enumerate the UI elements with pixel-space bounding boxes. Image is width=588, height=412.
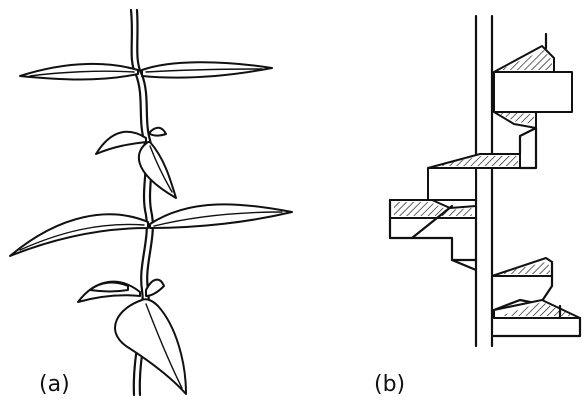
staircase-drawing bbox=[388, 14, 582, 348]
leaf-bottom-left-small bbox=[89, 281, 129, 293]
step-5 bbox=[492, 299, 582, 338]
panel-label-b: (b) bbox=[374, 372, 406, 397]
leaf-node2-right bbox=[137, 141, 177, 199]
step-3 bbox=[388, 198, 478, 262]
leaf-node2-left bbox=[95, 130, 147, 155]
step-2 bbox=[427, 126, 538, 201]
leaf-node3-left bbox=[9, 213, 149, 257]
plant-drawing bbox=[9, 8, 293, 397]
panel-label-a: (a) bbox=[39, 372, 70, 397]
leaf-bottom-large bbox=[114, 298, 187, 395]
leaf-bottom-right-small bbox=[145, 278, 165, 297]
leaf-node3-right bbox=[149, 203, 293, 229]
step-1 bbox=[493, 32, 573, 129]
leaf-node2-small bbox=[149, 126, 167, 137]
